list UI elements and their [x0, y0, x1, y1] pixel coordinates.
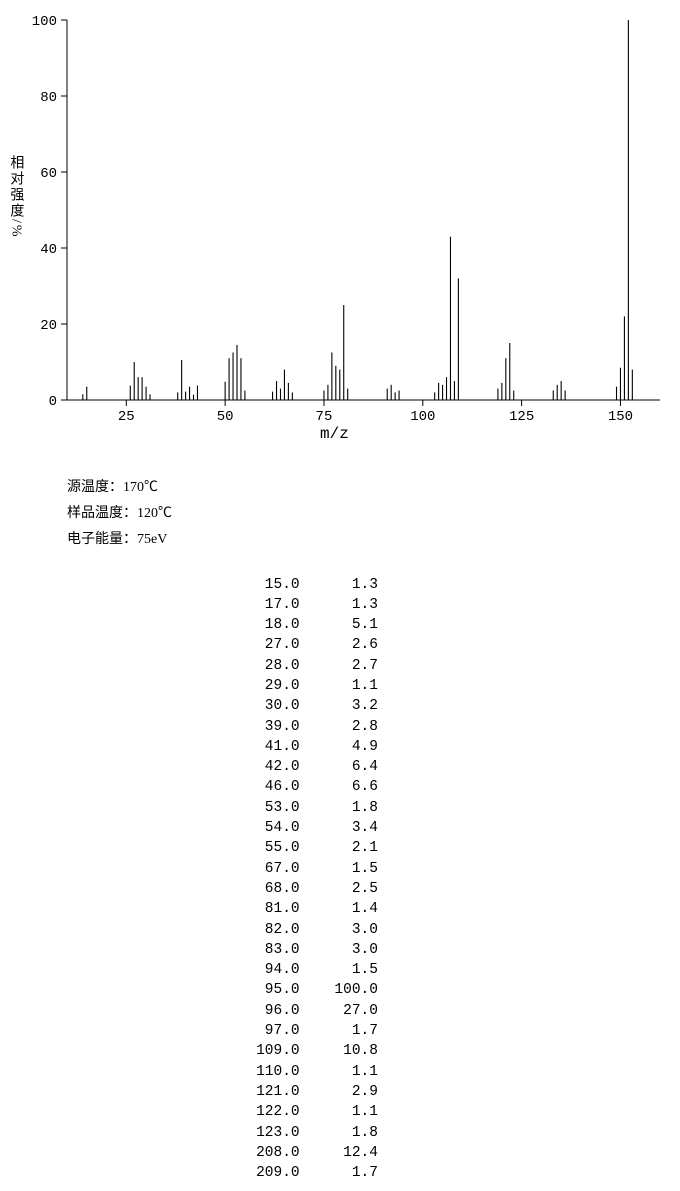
svg-text:20: 20: [40, 318, 57, 334]
metadata-block: 源温度：170℃ 样品温度：120℃ 电子能量：75eV: [67, 475, 172, 553]
svg-text:40: 40: [40, 242, 57, 258]
meta-source-temp: 源温度：170℃: [67, 475, 172, 501]
x-axis-label: m/z: [320, 425, 349, 443]
svg-text:125: 125: [509, 409, 534, 425]
svg-text:150: 150: [608, 409, 633, 425]
svg-text:100: 100: [410, 409, 435, 425]
svg-text:0: 0: [49, 394, 57, 410]
svg-text:80: 80: [40, 90, 57, 106]
svg-text:60: 60: [40, 166, 57, 182]
svg-text:75: 75: [316, 409, 333, 425]
svg-text:100: 100: [32, 14, 57, 30]
mass-spectrum-chart: 255075100125150020406080100: [67, 20, 660, 400]
meta-electron-energy: 电子能量：75eV: [67, 527, 172, 553]
svg-text:25: 25: [118, 409, 135, 425]
svg-text:50: 50: [217, 409, 234, 425]
meta-sample-temp: 样品温度：120℃: [67, 501, 172, 527]
peak-data-table: 15.0 1.3 17.0 1.3 18.0 5.1 27.0 2.6 28.0…: [230, 575, 378, 1184]
y-axis-label: 相对强度/%: [8, 155, 23, 239]
